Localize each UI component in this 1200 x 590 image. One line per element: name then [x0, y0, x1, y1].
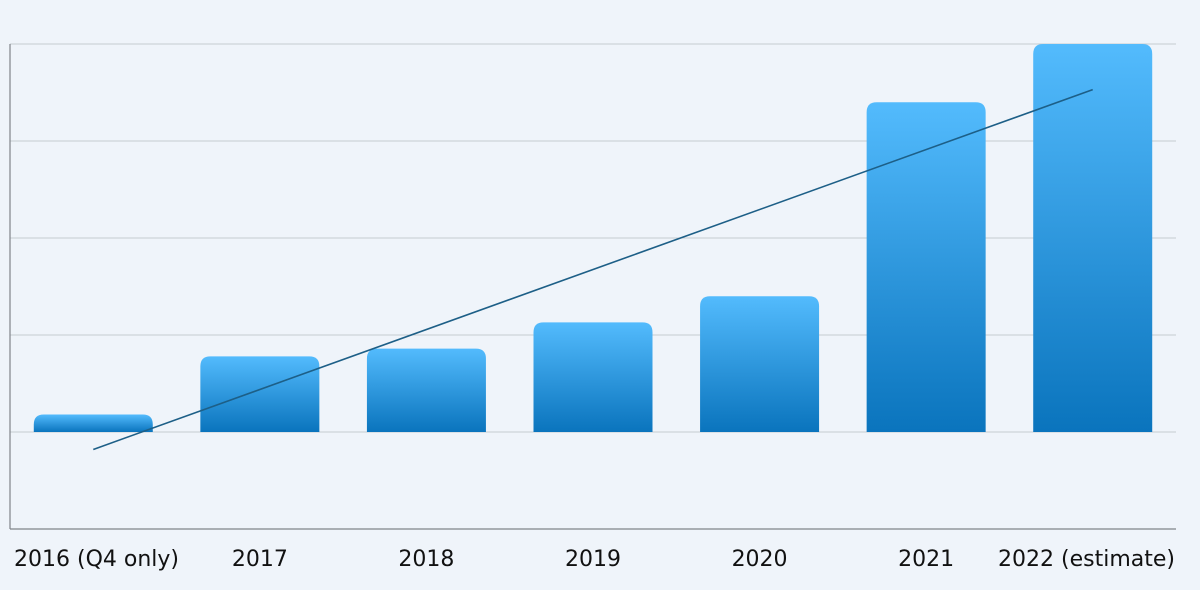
bar-3	[366, 348, 486, 432]
bar-2	[200, 356, 320, 432]
x-tick-label: 2018	[398, 547, 454, 572]
x-tick-label: 2019	[565, 547, 621, 572]
x-tick-label: 2022 (estimate)	[998, 547, 1175, 572]
bar-5	[700, 296, 820, 432]
bars	[33, 44, 1153, 432]
x-tick-label: 2021	[898, 547, 954, 572]
bar-4	[533, 322, 653, 432]
trendline	[93, 88, 1093, 451]
axes	[9, 44, 1176, 530]
x-tick-labels: 2016 (Q4 only) 2017 2018 2019 2020 2021 2022 (…	[14, 547, 1175, 572]
x-tick-label: 2016 (Q4 only)	[14, 547, 179, 572]
trendline-layer	[93, 88, 1093, 451]
bar-1	[33, 414, 153, 432]
x-tick-label: 2017	[232, 547, 288, 572]
x-tick-label: 2020	[732, 547, 788, 572]
bar-6	[866, 102, 986, 432]
bar-7	[1033, 44, 1153, 432]
